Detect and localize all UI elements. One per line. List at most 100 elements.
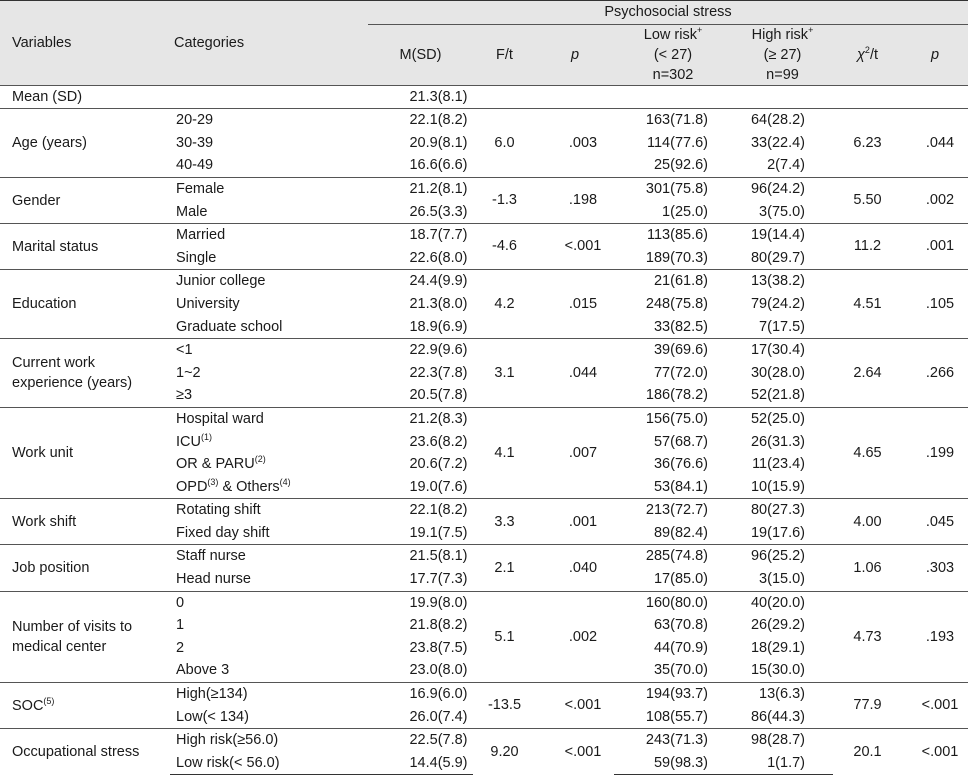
variable-cell: Occupational stress bbox=[0, 728, 170, 775]
p2-cell: .199 bbox=[902, 406, 968, 499]
low-risk-cell: 114(77.6) bbox=[647, 134, 708, 151]
msd-cell: 21.3(8.0) bbox=[409, 295, 468, 312]
msd-cell: 14.4(5.9) bbox=[368, 751, 473, 776]
low-risk-cell: 53(84.1) bbox=[653, 478, 708, 495]
header-p2-label: p bbox=[930, 46, 940, 63]
msd-cell: 22.1(8.2) bbox=[368, 108, 473, 132]
header-p: p bbox=[536, 24, 614, 86]
table-row: SOC(5) High(≥134) 16.9(6.0) -13.5 <.001 194(9… bbox=[0, 682, 968, 729]
low-risk-cell: 35(70.0) bbox=[653, 662, 708, 679]
category-footnote: (2) bbox=[254, 454, 266, 465]
chi-cell: 11.2 bbox=[833, 223, 902, 270]
table-row: OR & PARU(2) 20.6(7.2) 36(76.6) 11(23.4) bbox=[0, 453, 968, 476]
category-label: Low(< 134) bbox=[176, 708, 249, 725]
variable-footnote: (5) bbox=[43, 695, 55, 706]
mean-ft bbox=[473, 84, 536, 109]
table-row: Marital status Married 18.7(7.7) -4.6 <.001 1… bbox=[0, 223, 968, 270]
high-risk-cell: 19(17.6) bbox=[750, 524, 805, 541]
mean-msd: 21.3(8.1) bbox=[368, 84, 473, 109]
variable-cell: Education bbox=[0, 269, 170, 339]
high-risk-cell: 86(44.3) bbox=[750, 708, 805, 725]
category-cell: <1 bbox=[170, 338, 368, 362]
mean-high bbox=[732, 84, 833, 109]
category-label: 1 bbox=[176, 617, 185, 634]
high-risk-cell: 19(14.4) bbox=[732, 223, 833, 247]
category-cell: OPD(3) & Others(4) bbox=[170, 476, 368, 499]
low-risk-cell: 301(75.8) bbox=[614, 176, 732, 201]
header-high-risk-title: High risk bbox=[751, 26, 809, 43]
p-cell: .040 bbox=[536, 544, 614, 592]
p2-cell: <.001 bbox=[902, 682, 968, 729]
category-label: ICU bbox=[176, 433, 201, 450]
category-label: Graduate school bbox=[176, 318, 283, 335]
category-cell: Head nurse bbox=[170, 568, 368, 591]
variable-cell: Marital status bbox=[0, 223, 170, 270]
ft-cell: 3.3 bbox=[473, 498, 536, 545]
low-risk-cell: 113(85.6) bbox=[614, 223, 732, 247]
category-label: 1~2 bbox=[176, 364, 201, 381]
table-row: Work shift Rotating shift 22.1(8.2) 3.3.001… bbox=[0, 498, 968, 545]
category-cell: ICU(1) bbox=[170, 431, 368, 454]
table-row: Work unit Hospital ward 21.2(8.3) 4.1.007 15… bbox=[0, 406, 968, 499]
low-risk-cell: 39(69.6) bbox=[614, 338, 732, 362]
category-label: ≥3 bbox=[176, 387, 193, 404]
variable-cell: Current work experience (years) bbox=[0, 338, 170, 408]
low-risk-cell: 248(75.8) bbox=[645, 295, 708, 312]
category-cell: OR & PARU(2) bbox=[170, 453, 368, 476]
msd-cell: 18.9(6.9) bbox=[409, 318, 468, 335]
category-cell: 2 bbox=[170, 637, 368, 660]
high-risk-cell: 52(21.8) bbox=[750, 387, 805, 404]
ft-cell: 3.1 bbox=[473, 338, 536, 408]
header-high-risk-sup: + bbox=[808, 24, 814, 35]
header-p-label: p bbox=[570, 46, 580, 63]
category-cell: High(≥134) bbox=[170, 682, 368, 706]
table-row: Male 26.5(3.3) 1(25.0) 3(75.0) bbox=[0, 201, 968, 224]
category-cell: High risk(≥56.0) bbox=[170, 728, 368, 752]
table-header: Variables Categories Psychosocial stress… bbox=[0, 0, 968, 86]
category-cell: 0 bbox=[170, 590, 368, 615]
msd-cell: 21.2(8.1) bbox=[368, 176, 473, 201]
variable-label: Current work experience (years) bbox=[12, 355, 133, 392]
p2-cell: .002 bbox=[902, 176, 968, 224]
category-cell: Married bbox=[170, 223, 368, 247]
header-chi: χ2/t bbox=[833, 24, 902, 86]
p-cell: .198 bbox=[536, 176, 614, 224]
table-row: Low risk(< 56.0) 14.4(5.9) 59(98.3) 1(1.7) bbox=[0, 751, 968, 776]
msd-cell: 19.9(8.0) bbox=[368, 590, 473, 615]
category-label: Single bbox=[176, 249, 217, 266]
high-risk-cell: 7(17.5) bbox=[759, 318, 805, 335]
msd-cell: 26.5(3.3) bbox=[409, 203, 468, 220]
header-p2: p bbox=[902, 24, 968, 86]
high-risk-cell: 1(1.7) bbox=[732, 751, 833, 776]
header-psychosocial-stress: Psychosocial stress bbox=[368, 0, 968, 25]
p2-cell: .001 bbox=[902, 223, 968, 270]
table-row: Number of visits to medical center 0 19.9(… bbox=[0, 590, 968, 683]
low-risk-cell: 77(72.0) bbox=[653, 364, 708, 381]
header-high-risk-range: (≥ 27) bbox=[763, 46, 802, 63]
variable-cell: SOC(5) bbox=[0, 682, 170, 729]
chi-cell: 4.73 bbox=[833, 590, 902, 683]
category-label: Staff nurse bbox=[176, 548, 246, 565]
category-label: Fixed day shift bbox=[176, 524, 270, 541]
category-cell: Low risk(< 56.0) bbox=[170, 751, 368, 776]
p-cell: <.001 bbox=[536, 682, 614, 729]
ft-cell: 2.1 bbox=[473, 544, 536, 592]
table-row: Education Junior college 24.4(9.9) 4.2.015 2… bbox=[0, 269, 968, 339]
header-low-risk-n: n=302 bbox=[652, 66, 694, 83]
ft-cell: 4.2 bbox=[473, 269, 536, 339]
variable-cell: Gender bbox=[0, 176, 170, 224]
high-risk-cell: 33(22.4) bbox=[750, 134, 805, 151]
category-footnote: (4) bbox=[279, 476, 291, 487]
mean-chi bbox=[833, 84, 902, 109]
table-body: Mean (SD) 21.3(8.1) Age (years) 20-29 22.1… bbox=[0, 84, 968, 776]
low-risk-cell: 44(70.9) bbox=[653, 639, 708, 656]
high-risk-cell: 13(6.3) bbox=[732, 682, 833, 706]
msd-cell: 22.1(8.2) bbox=[368, 498, 473, 522]
high-risk-cell: 11(23.4) bbox=[752, 456, 805, 473]
category-label: Junior college bbox=[176, 273, 266, 290]
header-chi-sup: 2 bbox=[864, 44, 870, 55]
category-label: 2 bbox=[176, 639, 185, 656]
msd-cell: 20.6(7.2) bbox=[409, 456, 468, 473]
chi-cell: 1.06 bbox=[833, 544, 902, 592]
